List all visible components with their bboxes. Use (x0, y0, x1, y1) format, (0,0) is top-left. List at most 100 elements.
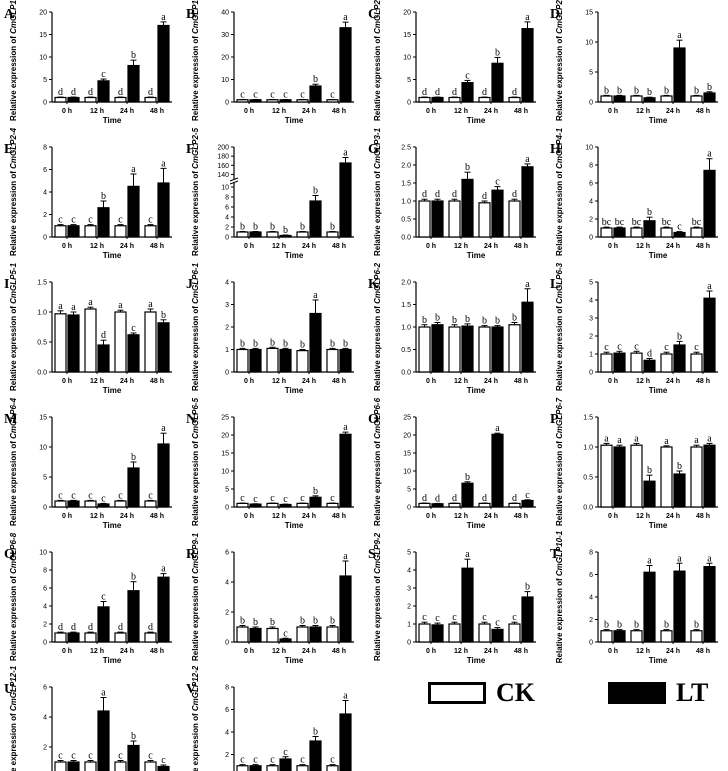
legend-lt: LT (608, 678, 708, 708)
x-tick-label: 48 h (332, 108, 346, 115)
y-tick-label: 40 (221, 10, 229, 17)
significance-label: a (313, 290, 318, 301)
gene-name: CmGLP4-1 (555, 127, 564, 168)
y-tick-label: 1.0 (37, 310, 47, 317)
x-tick-label: 12 h (454, 108, 468, 115)
y-tick-label: 30 (221, 32, 229, 39)
bar-ck (630, 95, 643, 103)
x-tick-label: 48 h (696, 513, 710, 520)
significance-label: a (118, 300, 123, 311)
significance-label: c (118, 751, 123, 762)
bar-ck (144, 96, 157, 103)
significance-label: c (270, 755, 275, 766)
gene-name: CmGLP6-2 (373, 262, 382, 303)
significance-label: c (253, 755, 258, 766)
x-tick-label: 12 h (272, 243, 286, 250)
bar-lt (67, 96, 80, 103)
bar-lt (127, 467, 140, 508)
y-axis-label: Relative expression of CmGLP12-2 (191, 665, 200, 771)
bar-lt (613, 352, 626, 373)
bar-ck (418, 326, 431, 373)
x-tick-label: 48 h (696, 108, 710, 115)
y-tick-label: 20 (403, 433, 411, 440)
x-tick-label: 24 h (484, 243, 498, 250)
y-tick-label: 25 (221, 415, 229, 422)
significance-label: a (161, 423, 166, 434)
significance-label: d (482, 493, 487, 504)
significance-label: b (131, 572, 136, 583)
bar-ck (114, 96, 127, 103)
y-axis-label: Relative expression of CmGLP2-5 (191, 127, 200, 256)
y-tick-label: 10 (403, 55, 411, 62)
y-tick-label: 1.5 (401, 181, 411, 188)
significance-label: a (58, 301, 63, 312)
bar-lt (279, 638, 292, 643)
y-tick-label: 0 (225, 100, 229, 107)
x-tick-label: 12 h (454, 243, 468, 250)
significance-label: b (617, 85, 622, 96)
bar-ck (236, 626, 249, 643)
x-tick-label: 12 h (90, 243, 104, 250)
significance-label: d (58, 622, 63, 633)
y-tick-label: 1.0 (401, 199, 411, 206)
bar-ck (660, 630, 673, 643)
y-tick-label: 5 (407, 77, 411, 84)
x-axis-label: Time (467, 656, 486, 665)
significance-label: bc (615, 217, 625, 228)
x-tick-label: 24 h (666, 513, 680, 520)
y-tick-label: 8 (589, 550, 593, 557)
significance-label: c (71, 751, 76, 762)
significance-label: c (270, 493, 275, 504)
y-tick-label: 10 (585, 145, 593, 152)
bar-ck (630, 630, 643, 643)
bar-lt (613, 630, 626, 643)
significance-label: c (253, 494, 258, 505)
bar-lt (309, 200, 322, 238)
significance-label: c (634, 341, 639, 352)
significance-label: a (694, 435, 699, 446)
y-tick-label: 4 (407, 568, 411, 575)
bar-lt (521, 499, 534, 508)
significance-label: bc (632, 217, 642, 228)
panel-letter: A (4, 7, 15, 22)
x-tick-label: 0 h (608, 378, 618, 385)
bar-lt (339, 713, 352, 771)
y-tick-label: 0 (407, 505, 411, 512)
significance-label: b (664, 620, 669, 631)
significance-label: a (707, 433, 712, 444)
bar-lt (339, 27, 352, 103)
significance-label: b (694, 85, 699, 96)
x-tick-label: 0 h (608, 513, 618, 520)
significance-label: c (452, 612, 457, 623)
significance-label: d (482, 87, 487, 98)
significance-label: a (161, 12, 166, 23)
y-tick-label: 20 (39, 10, 47, 17)
significance-label: b (482, 316, 487, 327)
axis-break-mark (229, 180, 239, 185)
bar-lt (643, 571, 656, 643)
bar-ck (418, 623, 431, 643)
bar-ck (690, 353, 703, 373)
x-tick-label: 48 h (332, 513, 346, 520)
bar-ck (84, 500, 97, 508)
x-axis-label: Time (649, 251, 668, 260)
bar-ck (418, 200, 431, 238)
significance-label: d (452, 87, 457, 98)
x-axis-label: Time (285, 251, 304, 260)
significance-label: a (343, 691, 348, 702)
bar-lt (279, 758, 292, 771)
significance-label: b (253, 617, 258, 628)
x-axis-label: Time (103, 521, 122, 530)
bar-lt (97, 80, 110, 103)
y-tick-label: 2 (225, 325, 229, 332)
significance-label: d (71, 87, 76, 98)
bar-ck (144, 761, 157, 771)
legend-ck: CK (428, 678, 535, 708)
significance-label: a (634, 433, 639, 444)
x-tick-label: 24 h (484, 378, 498, 385)
y-tick-label: 4 (225, 215, 229, 222)
gene-name: CmGLP6-5 (191, 397, 200, 438)
significance-label: b (101, 191, 106, 202)
